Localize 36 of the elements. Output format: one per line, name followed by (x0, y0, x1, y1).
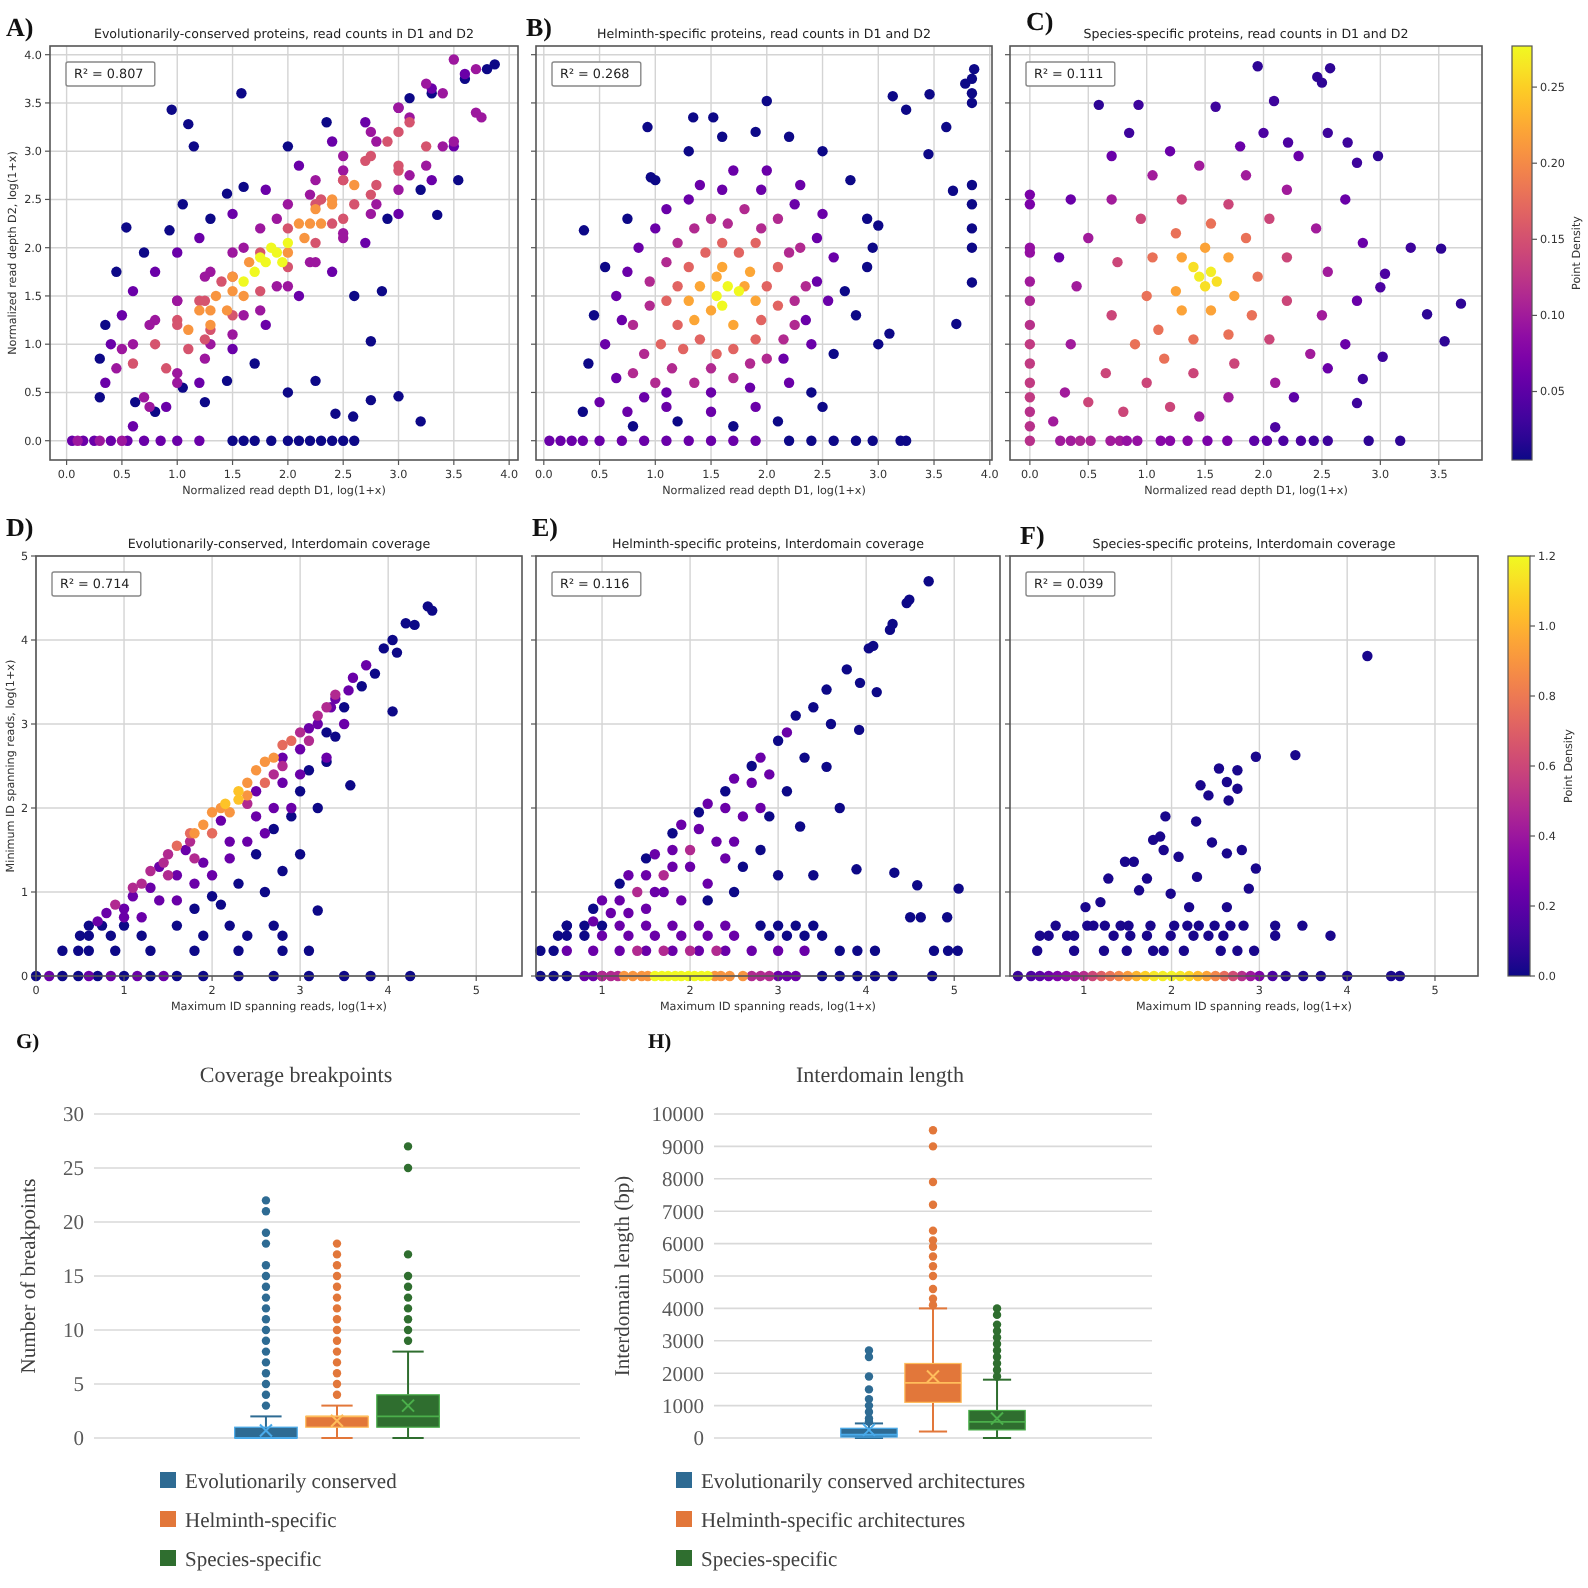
legend-label: Evolutionarily conserved (185, 1472, 399, 1494)
y-tick-label: 7000 (662, 1202, 704, 1225)
legend-label: Species-specific (185, 1550, 323, 1572)
text: C) (1026, 6, 1054, 36)
legend-label: Helminth-specific (185, 1511, 338, 1533)
y-tick-label: 15 (63, 1267, 84, 1290)
y-tick-label: 2000 (662, 1364, 704, 1387)
y-tick-label: 0 (73, 1429, 84, 1452)
legend-label: Helminth-specific architectures (701, 1511, 966, 1533)
y-tick-label: 0 (693, 1429, 704, 1452)
text: D) (6, 512, 34, 542)
text: E) (532, 512, 558, 542)
y-tick-label: 30 (63, 1105, 84, 1128)
y-axis-title: Number of breakpoints (19, 1178, 42, 1374)
y-tick-label: 5000 (662, 1267, 704, 1290)
y-tick-label: 10000 (651, 1105, 704, 1128)
y-tick-label: 9000 (662, 1137, 704, 1160)
y-tick-label: 10 (63, 1321, 84, 1344)
y-tick-label: 25 (63, 1159, 84, 1182)
text: F) (1020, 520, 1045, 550)
y-axis-title: Interdomain length (bp) (613, 1174, 636, 1377)
y-tick-label: 20 (63, 1213, 84, 1236)
chart-title: Coverage breakpoints (199, 1064, 393, 1088)
text: G) (16, 1032, 41, 1054)
legend-label: Evolutionarily conserved architectures (701, 1472, 1026, 1494)
y-tick-label: 8000 (662, 1170, 704, 1193)
legend-label: Species-specific (701, 1550, 839, 1572)
y-tick-label: 6000 (662, 1234, 704, 1257)
y-tick-label: 4000 (662, 1299, 704, 1322)
text: B) (526, 12, 552, 42)
y-tick-label: 1000 (662, 1396, 704, 1419)
text: H) (648, 1032, 673, 1054)
chart-title: Interdomain length (795, 1064, 965, 1088)
y-tick-label: 5 (73, 1375, 84, 1398)
y-tick-label: 3000 (662, 1332, 704, 1355)
text: A) (6, 12, 34, 42)
